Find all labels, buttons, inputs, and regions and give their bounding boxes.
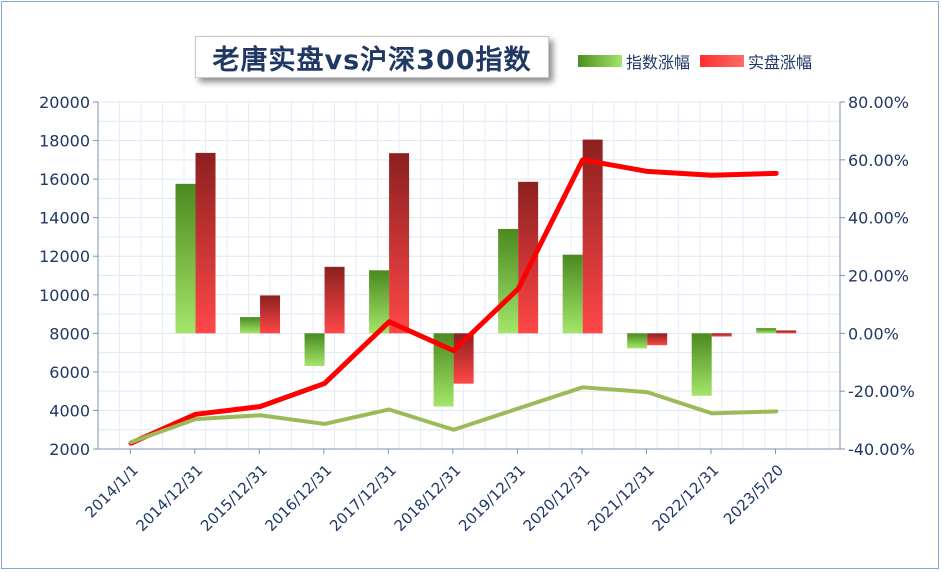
right-tick-label: 20.00% (848, 267, 909, 286)
bar-portfolio-change (647, 333, 668, 346)
legend-label-index: 指数涨幅 (626, 53, 691, 72)
bar-index-change (756, 328, 777, 334)
bar-portfolio-change (195, 152, 216, 334)
left-tick-label: 16000 (39, 170, 90, 189)
legend-swatch-portfolio (700, 55, 745, 67)
line-index-value (129, 385, 779, 445)
bar-portfolio-change (260, 295, 281, 334)
bar-portfolio-change (711, 333, 732, 337)
bar-portfolio-change (776, 330, 797, 334)
legend-item-index: 指数涨幅 (578, 49, 690, 73)
x-tick-label: 2019/12/31 (455, 461, 529, 535)
right-tick-label: 80.00% (848, 93, 909, 112)
left-tick-label: 8000 (49, 324, 90, 343)
right-tick-label: -40.00% (848, 440, 915, 459)
legend-item-portfolio: 实盘涨幅 (700, 49, 812, 73)
bar-portfolio-change (324, 266, 345, 334)
left-tick-label: 4000 (49, 401, 90, 420)
left-tick-label: 20000 (39, 93, 90, 112)
bar-index-change (562, 254, 583, 334)
right-tick-label: 0.00% (848, 324, 899, 343)
left-tick-label: 18000 (39, 132, 90, 151)
chart-title: 老唐实盘vs沪深300指数 (212, 44, 532, 76)
bar-index-change (369, 270, 390, 334)
right-tick-label: -20.00% (848, 382, 915, 401)
x-tick-label: 2017/12/31 (326, 461, 400, 535)
x-tick-label: 2023/5/20 (720, 461, 787, 528)
left-tick-label: 6000 (49, 363, 90, 382)
legend-label-portfolio: 实盘涨幅 (748, 53, 813, 72)
left-tick-label: 10000 (39, 286, 90, 305)
x-tick-label: 2014/1/1 (81, 461, 141, 521)
left-tick-label: 2000 (49, 440, 90, 459)
right-tick-label: 40.00% (848, 209, 909, 228)
bar-index-change (304, 333, 325, 367)
lines-layer (128, 157, 779, 446)
bar-index-change (691, 333, 712, 396)
left-tick-label: 14000 (39, 209, 90, 228)
bars-layer (175, 139, 797, 407)
bar-index-change (433, 333, 454, 407)
bar-portfolio-change (518, 181, 539, 334)
grid-layer (97, 101, 840, 450)
x-tick-label: 2014/12/31 (132, 461, 206, 535)
bar-portfolio-change (389, 153, 410, 334)
line-portfolio-value (128, 157, 779, 446)
bar-portfolio-change (582, 139, 603, 334)
bar-index-change (240, 317, 261, 334)
x-tick-label: 2020/12/31 (520, 461, 594, 535)
bar-index-change (175, 183, 196, 334)
left-tick-label: 12000 (39, 247, 90, 266)
bar-index-change (498, 228, 519, 334)
x-tick-label: 2018/12/31 (391, 461, 465, 535)
chart-title-box: 老唐实盘vs沪深300指数 (195, 36, 549, 78)
bar-index-change (627, 333, 648, 349)
x-tick-label: 2021/12/31 (584, 461, 658, 535)
x-tick-label: 2015/12/31 (197, 461, 271, 535)
x-tick-label: 2022/12/31 (649, 461, 723, 535)
legend-swatch-index (578, 55, 622, 67)
right-tick-label: 60.00% (848, 151, 909, 170)
x-tick-label: 2016/12/31 (262, 461, 336, 535)
legend: 指数涨幅 实盘涨幅 (578, 49, 822, 73)
